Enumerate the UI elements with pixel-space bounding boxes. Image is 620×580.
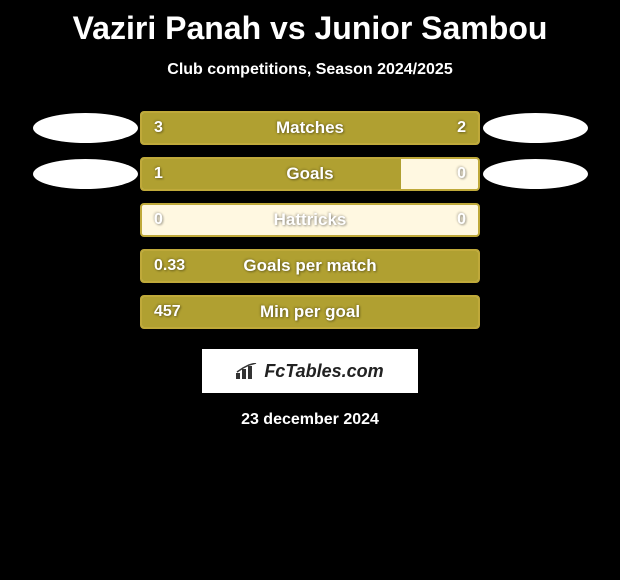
stat-row: 457 Min per goal <box>0 295 620 329</box>
right-player-marker <box>480 111 590 145</box>
stat-right-value: 0 <box>457 159 466 189</box>
oval-icon <box>33 113 138 143</box>
stat-label: Min per goal <box>142 297 478 327</box>
oval-icon <box>33 159 138 189</box>
stat-bar: 0 Hattricks 0 <box>140 203 480 237</box>
stat-right-value: 0 <box>457 205 466 235</box>
brand-link[interactable]: FcTables.com <box>202 349 418 393</box>
right-spacer <box>480 249 590 283</box>
oval-icon <box>483 159 588 189</box>
oval-icon <box>483 113 588 143</box>
left-spacer <box>30 203 140 237</box>
right-spacer <box>480 203 590 237</box>
stat-right-value: 2 <box>457 113 466 143</box>
right-player-marker <box>480 157 590 191</box>
left-spacer <box>30 249 140 283</box>
left-player-marker <box>30 157 140 191</box>
stat-label: Matches <box>142 113 478 143</box>
stat-bar: 457 Min per goal <box>140 295 480 329</box>
stat-row: 0.33 Goals per match <box>0 249 620 283</box>
brand-text: FcTables.com <box>264 361 383 382</box>
stat-row: 0 Hattricks 0 <box>0 203 620 237</box>
stat-label: Goals per match <box>142 251 478 281</box>
chart-icon <box>236 363 258 379</box>
page-title: Vaziri Panah vs Junior Sambou <box>0 0 620 47</box>
stat-bar: 0.33 Goals per match <box>140 249 480 283</box>
left-spacer <box>30 295 140 329</box>
stat-row: 1 Goals 0 <box>0 157 620 191</box>
subtitle: Club competitions, Season 2024/2025 <box>0 61 620 79</box>
stat-bar: 1 Goals 0 <box>140 157 480 191</box>
date-text: 23 december 2024 <box>0 411 620 429</box>
comparison-chart: 3 Matches 2 1 Goals 0 0 Hattricks 0 <box>0 111 620 329</box>
left-player-marker <box>30 111 140 145</box>
stat-label: Goals <box>142 159 478 189</box>
stat-label: Hattricks <box>142 205 478 235</box>
stat-row: 3 Matches 2 <box>0 111 620 145</box>
stat-bar: 3 Matches 2 <box>140 111 480 145</box>
right-spacer <box>480 295 590 329</box>
